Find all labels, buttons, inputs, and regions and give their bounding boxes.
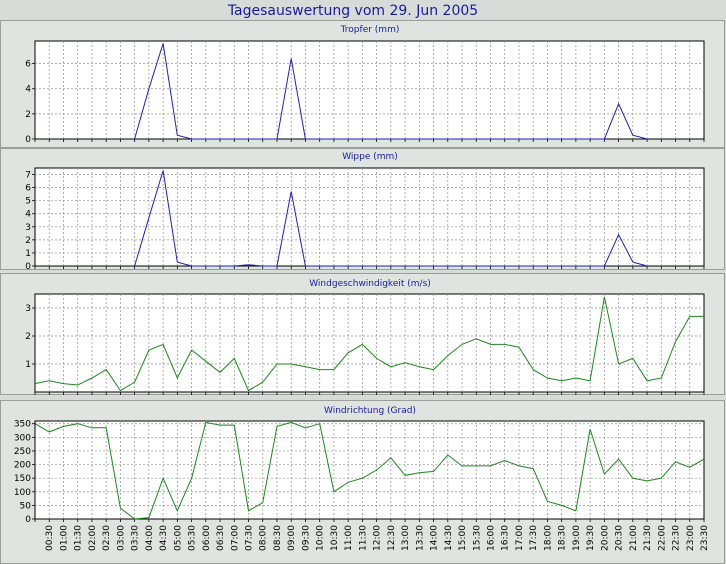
- x-tick-label: 07:30: [245, 525, 255, 551]
- x-tick-label: 09:00: [287, 525, 297, 551]
- plot-area: [34, 420, 705, 520]
- x-tick-label: 09:30: [301, 525, 311, 551]
- x-tick-label: 11:00: [344, 525, 354, 551]
- y-tick-label: 5: [25, 197, 31, 207]
- x-tick-label: 05:30: [188, 525, 198, 551]
- x-tick-label: 10:30: [330, 525, 340, 551]
- x-tick-label: 00:30: [45, 525, 55, 551]
- y-tick-label: 3: [25, 223, 31, 233]
- x-tick-label: 22:00: [657, 525, 667, 551]
- x-tick-label: 03:30: [131, 525, 141, 551]
- plot-area: [34, 293, 705, 393]
- y-tick-label: 0: [25, 135, 31, 145]
- series-line: [34, 421, 705, 520]
- chart-panel-3: Windgeschwindigkeit (m/s) 1 2 3: [0, 273, 725, 395]
- panel-title: Wippe (mm): [342, 152, 398, 162]
- x-tick-label: 04:30: [159, 525, 169, 551]
- chart-panel-2: Wippe (mm) 0 1 2 3 4 5 6 7: [0, 148, 725, 272]
- chart-panel-1: Tropfer (mm) 0 2 4 6: [0, 20, 725, 148]
- x-tick-label: 18:00: [543, 525, 553, 551]
- x-tick-label: 01:30: [74, 525, 84, 551]
- x-tick-label: 06:00: [202, 525, 212, 551]
- x-tick-label: 16:00: [486, 525, 496, 551]
- x-tick-label: 13:00: [401, 525, 411, 551]
- y-tick-label: 7: [25, 171, 31, 181]
- x-tick-label: 20:30: [615, 525, 625, 551]
- plot-area: [34, 40, 705, 140]
- chart-panel-4: Windrichtung (Grad) 0 50 100 150 200 250 300 350…: [0, 400, 725, 564]
- x-tick-label: 02:00: [88, 525, 98, 551]
- panel-title: Windgeschwindigkeit (m/s): [309, 279, 431, 289]
- x-tick-label: 23:00: [686, 525, 696, 551]
- series-line: [134, 43, 648, 140]
- x-tick-label: 05:00: [173, 525, 183, 551]
- y-tick-label: 250: [14, 447, 31, 457]
- x-tick-label: 04:00: [145, 525, 155, 551]
- x-tick-label: 20:00: [600, 525, 610, 551]
- x-tick-label: 14:00: [430, 525, 440, 551]
- x-tick-label: 21:30: [643, 525, 653, 551]
- series-line: [134, 170, 648, 267]
- x-tick-label: 13:30: [415, 525, 425, 551]
- x-tick-label: 21:00: [629, 525, 639, 551]
- x-tick-label: 08:00: [259, 525, 269, 551]
- x-tick-label: 23:30: [700, 525, 710, 551]
- x-tick-label: 15:30: [472, 525, 482, 551]
- y-tick-label: 6: [25, 60, 31, 70]
- plot-area: [34, 167, 705, 267]
- panel-title: Windrichtung (Grad): [324, 406, 416, 416]
- x-tick-label: 12:30: [387, 525, 397, 551]
- series-line: [34, 296, 704, 392]
- x-tick-label: 06:30: [216, 525, 226, 551]
- x-tick-label: 18:30: [558, 525, 568, 551]
- y-tick-label: 0: [25, 515, 31, 525]
- x-tick-label: 08:30: [273, 525, 283, 551]
- y-tick-label: 6: [25, 184, 31, 194]
- y-tick-label: 3: [25, 304, 31, 314]
- x-tick-label: 12:00: [373, 525, 383, 551]
- x-tick-label: 22:30: [672, 525, 682, 551]
- x-tick-label: 17:00: [515, 525, 525, 551]
- y-tick-label: 0: [25, 262, 31, 272]
- y-tick-label: 4: [25, 210, 31, 220]
- y-tick-label: 100: [14, 488, 31, 498]
- y-tick-label: 350: [14, 420, 31, 430]
- y-tick-label: 2: [25, 332, 31, 342]
- x-tick-label: 03:00: [116, 525, 126, 551]
- y-tick-label: 4: [25, 85, 31, 95]
- x-tick-label: 19:30: [586, 525, 596, 551]
- y-tick-label: 2: [25, 236, 31, 246]
- y-tick-label: 150: [14, 474, 31, 484]
- y-tick-label: 1: [25, 360, 31, 370]
- x-tick-label: 11:30: [358, 525, 368, 551]
- page-title: Tagesauswertung vom 29. Jun 2005: [227, 3, 478, 19]
- y-tick-label: 1: [25, 249, 31, 259]
- panel-title: Tropfer (mm): [340, 25, 400, 35]
- y-tick-label: 300: [14, 433, 31, 443]
- x-tick-label: 16:30: [501, 525, 511, 551]
- x-tick-label: 07:00: [230, 525, 240, 551]
- x-tick-label: 10:00: [316, 525, 326, 551]
- y-tick-label: 50: [20, 501, 32, 511]
- x-tick-label: 01:00: [59, 525, 69, 551]
- y-tick-label: 2: [25, 110, 31, 120]
- x-tick-label: 15:00: [458, 525, 468, 551]
- x-tick-label: 14:30: [444, 525, 454, 551]
- x-tick-label: 17:30: [529, 525, 539, 551]
- x-tick-label: 02:30: [102, 525, 112, 551]
- y-tick-label: 200: [14, 461, 31, 471]
- x-tick-label: 19:00: [572, 525, 582, 551]
